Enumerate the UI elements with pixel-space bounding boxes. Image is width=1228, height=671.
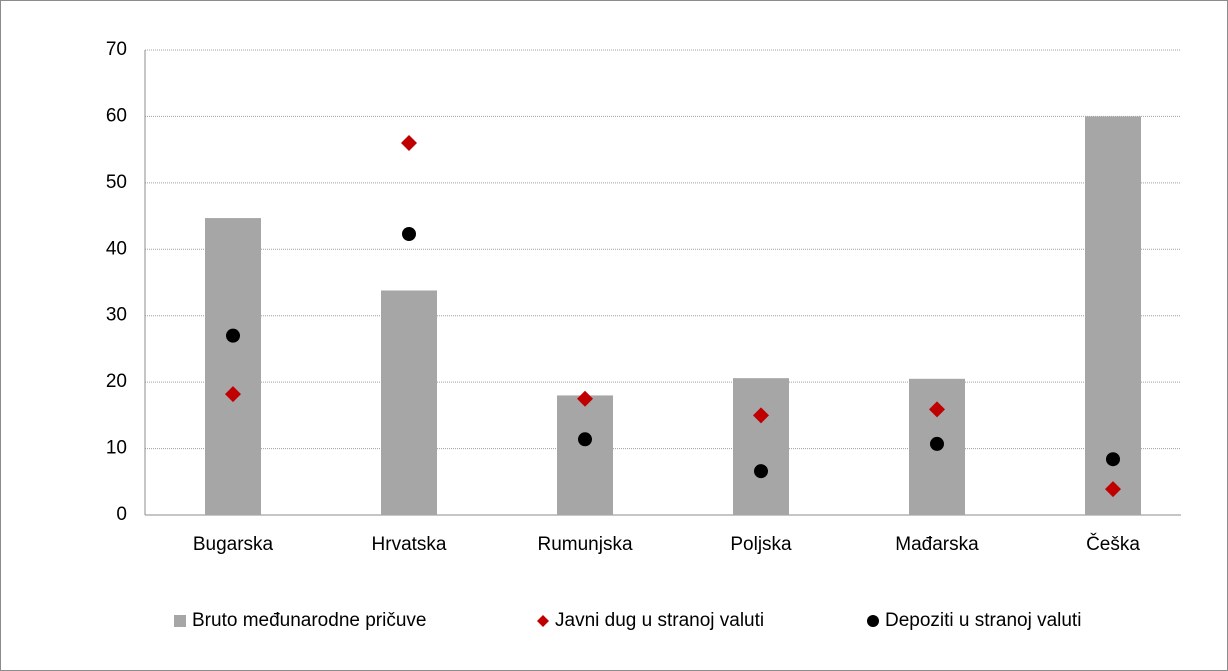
legend-swatch [174, 615, 186, 627]
legend-label: Javni dug u stranoj valuti [555, 610, 764, 631]
y-tick-label: 60 [106, 105, 127, 126]
x-tick-label: Poljska [730, 534, 792, 555]
circle-marker [402, 227, 416, 242]
diamond-marker [929, 401, 945, 418]
diamond-marker [1105, 481, 1121, 498]
bar [1085, 116, 1141, 515]
circle-marker [1106, 452, 1120, 467]
diamond-marker [401, 135, 417, 151]
x-tick-label: Češka [1086, 533, 1140, 555]
y-tick-label: 70 [106, 39, 127, 60]
diamond-marker [225, 386, 241, 403]
circle-marker [754, 464, 768, 479]
legend-label: Bruto međunarodne pričuve [192, 610, 426, 631]
bar [381, 290, 437, 515]
x-tick-label: Bugarska [193, 534, 274, 555]
bar [205, 218, 261, 516]
legend-swatch [867, 615, 879, 627]
legend-label: Depoziti u stranoj valuti [885, 610, 1081, 631]
bar [557, 395, 613, 515]
bar [733, 378, 789, 515]
y-tick-label: 50 [106, 172, 127, 193]
y-tick-label: 10 [106, 438, 127, 459]
x-tick-label: Mađarska [895, 534, 979, 555]
x-tick-label: Rumunjska [537, 534, 632, 555]
circle-marker [930, 436, 944, 451]
circle-marker [226, 328, 240, 343]
y-tick-label: 0 [116, 504, 127, 525]
diamond-marker [577, 390, 593, 407]
y-tick-label: 40 [106, 238, 127, 259]
y-tick-label: 20 [106, 371, 127, 392]
y-tick-label: 30 [106, 305, 127, 326]
circle-marker [578, 432, 592, 447]
diamond-marker [753, 407, 769, 424]
x-tick-label: Hrvatska [372, 534, 447, 555]
legend-swatch [537, 615, 549, 627]
